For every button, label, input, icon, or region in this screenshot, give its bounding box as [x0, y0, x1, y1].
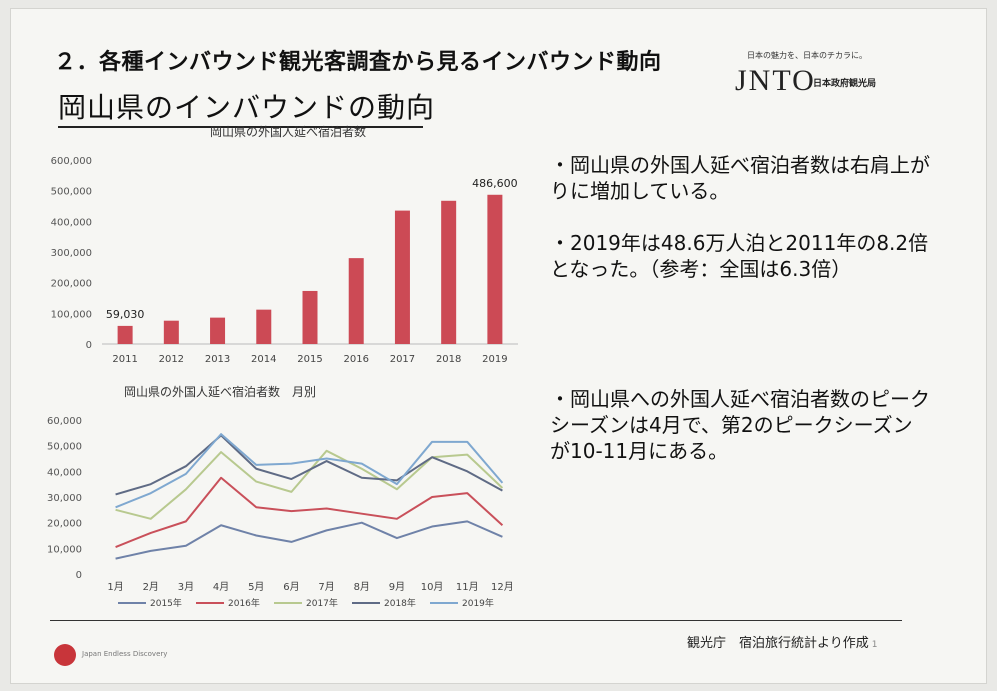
bar-x-tick-label: 2019: [482, 354, 507, 365]
footer-rule: [50, 620, 902, 621]
bar-x-tick-label: 2016: [343, 354, 368, 365]
bar-y-tick-label: 100,000: [51, 309, 92, 320]
bar-2012: [163, 320, 179, 344]
bar-y-tick-label: 200,000: [51, 279, 92, 290]
bar-2018: [441, 200, 457, 344]
line-x-tick-label: 9月: [389, 581, 405, 593]
bar-x-tick-label: 2017: [390, 354, 415, 365]
page-number: 1: [871, 640, 878, 650]
bar-series: 59,030 486,600: [106, 177, 518, 344]
line-x-tick-label: 4月: [213, 581, 229, 593]
bar-x-tick-label: 2015: [297, 354, 322, 365]
line-x-tick-label: 7月: [318, 581, 334, 593]
line-legend: 2015年 2016年 2017年 2018年 2019年: [118, 597, 494, 609]
bar-data-label: 486,600: [472, 177, 518, 190]
line-y-tick-label: 10,000: [47, 544, 82, 555]
bar-2016: [348, 258, 364, 344]
line-y-tick-label: 30,000: [47, 493, 82, 504]
line-series-2017年: [115, 449, 504, 520]
jnto-logo: 日本の魅力を、日本のチカラに。 JNTO 日本政府観光局: [735, 48, 905, 108]
monthly-line-chart: 岡山県の外国人延べ宿泊者数 月別 0 10,000 20,000 30,000 40,0…: [47, 384, 514, 609]
legend-label: 2017年: [306, 597, 338, 609]
legend-label: 2015年: [150, 597, 182, 609]
bar-2011: [117, 325, 133, 344]
line-series-2018年: [115, 434, 503, 496]
bar-data-label: 59,030: [106, 308, 145, 321]
bar-x-tick-label: 2014: [251, 354, 276, 365]
bar-y-tick-label: 400,000: [51, 217, 92, 228]
line-y-tick-label: 40,000: [47, 467, 82, 478]
annual-bar-chart: 岡山県の外国人延べ宿泊者数 0 100,000 200,000 300,000 400,…: [51, 124, 518, 365]
line-x-tick-label: 10月: [421, 581, 444, 593]
line-x-tick-label: 5月: [248, 581, 264, 593]
line-x-tick-label: 3月: [178, 581, 194, 593]
bullet-growth: ・岡山県の外国人延べ宿泊者数は右肩上がりに増加している。: [550, 153, 930, 203]
line-x-tick-label: 1月: [107, 581, 123, 593]
line-x-axis: 1月 2月 3月 4月 5月 6月 7月 8月 9月 10月 11月 12月: [107, 581, 513, 593]
bar-x-axis: 2011 2012 2013 2014 2015 2016 2017 2018 2019: [112, 354, 507, 365]
logo-mark: [54, 644, 76, 666]
brand-logo: JNTO: [735, 64, 816, 97]
line-series-2019年: [115, 433, 504, 509]
bar-y-tick-label: 0: [86, 340, 92, 351]
legend-label: 2019年: [462, 597, 494, 609]
line-x-tick-label: 11月: [456, 581, 479, 593]
section-title: ２．各種インバウンド観光客調査から見るインバウンド動向: [54, 50, 662, 75]
line-series: [115, 433, 504, 560]
line-x-tick-label: 12月: [491, 581, 514, 593]
bar-2019: [487, 194, 503, 344]
line-y-axis: 0 10,000 20,000 30,000 40,000 50,000 60,000: [47, 416, 82, 581]
bar-x-tick-label: 2013: [205, 354, 230, 365]
bar-2014: [256, 309, 272, 344]
bar-y-axis: 0 100,000 200,000 300,000 400,000 500,000 600,…: [51, 156, 92, 351]
bullet-2019-ratio: ・2019年は48.6万人泊と2011年の8.2倍となった。（参考：全国は6.3…: [550, 231, 929, 281]
bar-2013: [210, 317, 226, 344]
bar-y-tick-label: 500,000: [51, 187, 92, 198]
line-series-2016年: [115, 476, 504, 548]
bar-x-tick-label: 2012: [159, 354, 184, 365]
source-text: 観光庁 宿泊旅行統計より作成: [687, 636, 869, 651]
line-y-tick-label: 0: [76, 570, 82, 581]
source-note: 観光庁 宿泊旅行統計より作成 1: [687, 632, 877, 651]
line-chart-title: 岡山県の外国人延べ宿泊者数 月別: [124, 384, 316, 399]
line-y-tick-label: 60,000: [47, 416, 82, 427]
bar-2017: [394, 210, 410, 344]
page-title: 岡山県のインバウンドの動向: [58, 91, 436, 124]
bullet-peak-season: ・岡山県への外国人延べ宿泊者数のピークシーズンは4月で、第2のピークシーズンが1…: [550, 387, 930, 463]
brand-tagline: 日本の魅力を、日本のチカラに。: [747, 51, 867, 60]
brand-org-name: 日本政府観光局: [813, 79, 877, 89]
bar-chart-title: 岡山県の外国人延べ宿泊者数: [210, 124, 366, 139]
legend-label: 2016年: [228, 597, 260, 609]
line-y-tick-label: 50,000: [47, 442, 82, 453]
bar-y-tick-label: 300,000: [51, 248, 92, 259]
bar-y-tick-label: 600,000: [51, 156, 92, 167]
line-x-tick-label: 8月: [354, 581, 370, 593]
line-series-2015年: [115, 520, 503, 560]
line-x-tick-label: 6月: [283, 581, 299, 593]
japan-endless-discovery-logo: Japan Endless Discovery: [54, 642, 194, 666]
legend-label: 2018年: [384, 597, 416, 609]
slide: ２．各種インバウンド観光客調査から見るインバウンド動向 岡山県のインバウンドの動…: [10, 8, 987, 684]
bar-x-tick-label: 2011: [112, 354, 137, 365]
line-x-tick-label: 2月: [143, 581, 159, 593]
bar-2015: [302, 290, 318, 344]
title-underline: [58, 126, 423, 128]
line-y-tick-label: 20,000: [47, 519, 82, 530]
logo-text: Japan Endless Discovery: [82, 650, 168, 658]
bar-x-tick-label: 2018: [436, 354, 461, 365]
